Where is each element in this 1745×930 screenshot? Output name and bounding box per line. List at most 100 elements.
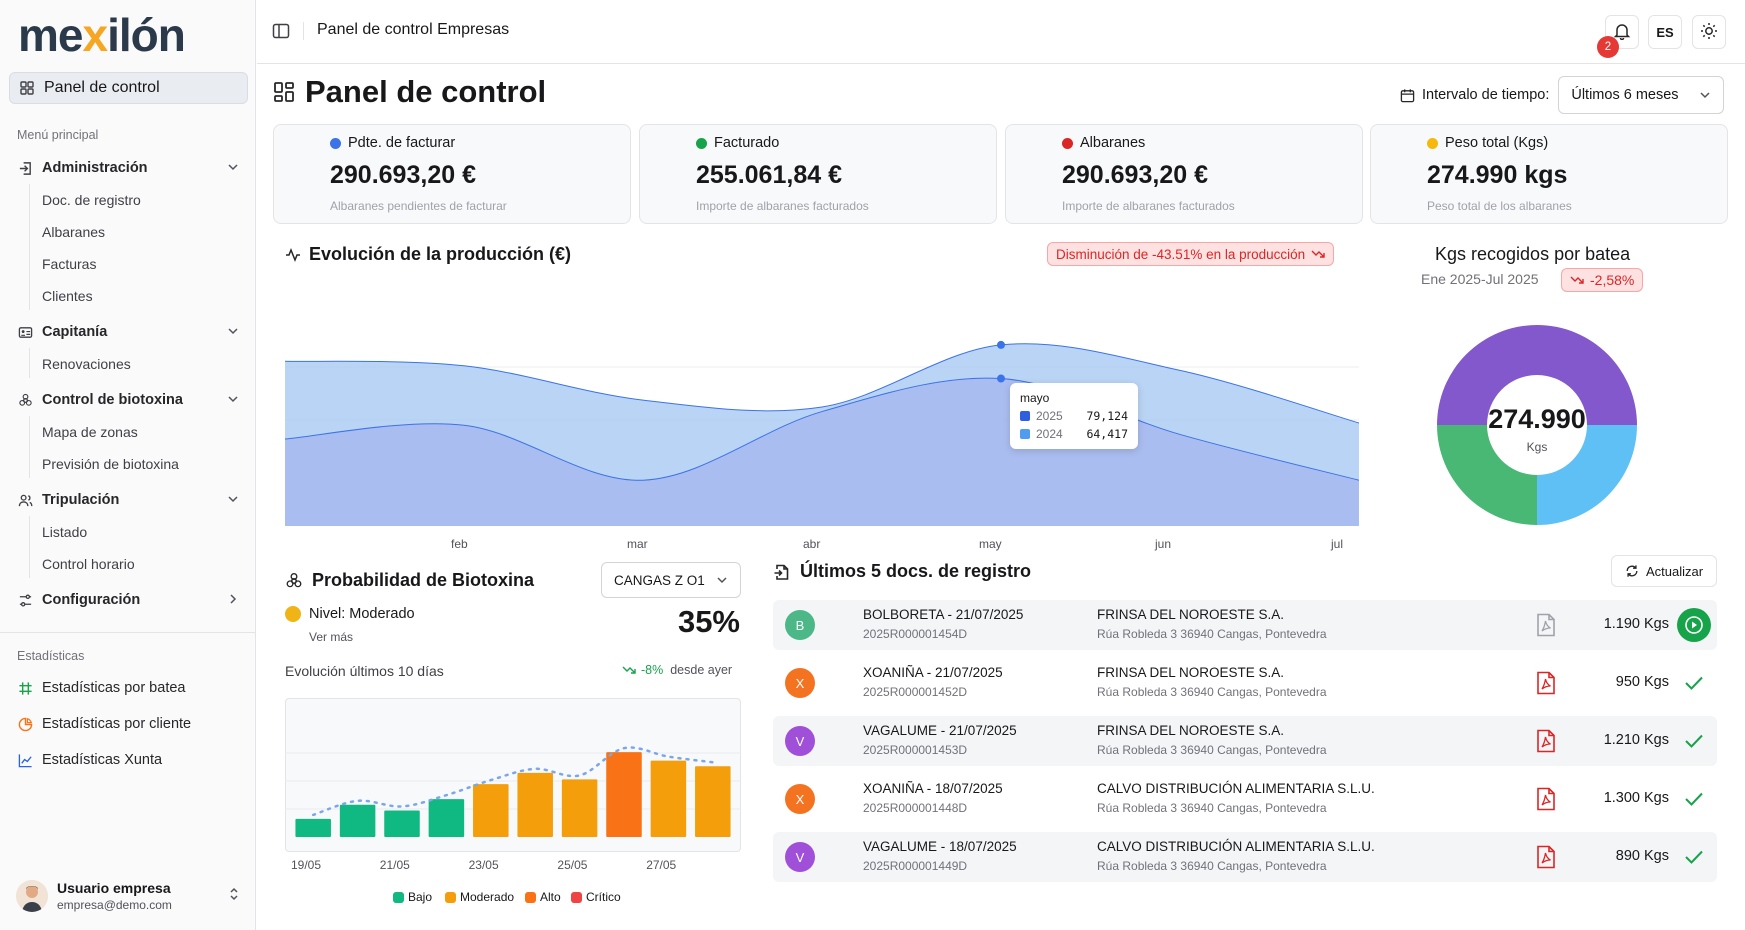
submenu-line (29, 516, 30, 578)
pdf-file-icon[interactable] (1535, 671, 1557, 700)
doc-initial: V (795, 733, 805, 749)
tooltip-year: 2024 (1036, 427, 1063, 441)
pdf-file-icon[interactable] (1535, 729, 1557, 758)
kpi-desc: Peso total de los albaranes (1427, 199, 1572, 213)
zone-select[interactable]: CANGAS Z O1 (601, 562, 741, 598)
doc-date: - 21/07/2025 (940, 723, 1017, 738)
user-menu[interactable]: Usuario empresa empresa@demo.com (16, 874, 244, 918)
doc-company: FRINSA DEL NOROESTE S.A. (1097, 665, 1285, 680)
settings-icon (17, 592, 33, 608)
calendar-icon (1400, 88, 1415, 103)
series-swatch (1020, 429, 1030, 439)
doc-row[interactable]: V VAGALUME - 21/07/2025 2025R000001453D FRI… (773, 716, 1717, 766)
sidebar-group-configuracion[interactable]: Configuración (17, 588, 239, 612)
x-tick-label: jul (1331, 537, 1344, 551)
status-dot (1427, 137, 1438, 149)
sidebar-item-panel-de-control[interactable]: Panel de control (9, 72, 248, 104)
check-icon (1677, 842, 1711, 872)
sidebar-item-stats-cliente[interactable]: Estadísticas por cliente (17, 712, 191, 736)
badge-text: Disminución de -43.51% en la producción (1056, 246, 1306, 262)
kpi-desc: Importe de albaranes facturados (696, 199, 869, 213)
doc-title: VAGALUME - 18/07/2025 (863, 839, 1017, 854)
sidebar-item-stats-xunta[interactable]: Estadísticas Xunta (17, 748, 162, 772)
docs-title: Últimos 5 docs. de registro (800, 561, 1032, 581)
production-section-title: Evolución de la producción (€) (285, 244, 571, 265)
refresh-button[interactable]: Actualizar (1611, 555, 1717, 587)
tooltip-row: 2025 79,124 (1020, 409, 1128, 423)
doc-code: 2025R000001452D (863, 685, 968, 699)
tooltip-row: 2024 64,417 (1020, 427, 1128, 441)
ver-mas-link[interactable]: Ver más (309, 630, 354, 644)
sidebar-item-albaranes[interactable]: Albaranes (42, 224, 106, 240)
sidebar-item-mapa-zonas[interactable]: Mapa de zonas (42, 424, 138, 440)
sidebar-group-administracion[interactable]: Administración (17, 156, 239, 180)
page-title-text: Panel de control (305, 74, 547, 109)
doc-row[interactable]: B BOLBORETA - 21/07/2025 2025R000001454D FR… (773, 600, 1717, 650)
x-tick-label: may (979, 537, 1002, 551)
user-email: empresa@demo.com (57, 898, 172, 912)
bar-20/05 (339, 804, 376, 837)
sidebar-item-listado[interactable]: Listado (42, 524, 88, 540)
x-tick-label: 21/05 (379, 858, 410, 872)
pdf-file-icon[interactable] (1535, 613, 1557, 642)
badge-text: -2,58% (1590, 272, 1635, 288)
sidebar-item-renovaciones[interactable]: Renovaciones (42, 356, 131, 372)
interval-control: Intervalo de tiempo: Últimos 6 meses (1400, 76, 1725, 114)
brand-logo[interactable]: mexilón (18, 9, 186, 61)
doc-initial: X (795, 675, 805, 691)
legend-label: Moderado (460, 890, 515, 904)
interval-value: Últimos 6 meses (1571, 87, 1679, 103)
bell-icon (1613, 22, 1631, 43)
donut-slice (1537, 325, 1637, 425)
kpi-label: Facturado (714, 135, 780, 151)
biotoxin-title: Probabilidad de Biotoxina (312, 570, 535, 590)
pdf-file-icon[interactable] (1535, 787, 1557, 816)
interval-select[interactable]: Últimos 6 meses (1558, 76, 1725, 114)
sidebar-item-doc-registro[interactable]: Doc. de registro (42, 192, 141, 208)
production-change-badge: Disminución de -43.51% en la producción (1047, 242, 1335, 266)
sidebar-item-stats-batea[interactable]: Estadísticas por batea (17, 676, 185, 700)
biotoxin-bar-chart (285, 746, 741, 837)
theme-toggle-button[interactable] (1692, 15, 1726, 49)
doc-date: - 18/07/2025 (940, 839, 1017, 854)
legend-label: Crítico (586, 890, 621, 904)
check-icon (1677, 726, 1711, 756)
batea-donut-chart (1437, 325, 1637, 525)
sidebar-item-facturas[interactable]: Facturas (42, 256, 97, 272)
doc-address: Rúa Robleda 3 36940 Cangas, Pontevedra (1097, 859, 1327, 873)
doc-batea: VAGALUME (863, 839, 938, 854)
submenu-line (29, 184, 30, 310)
pdf-file-icon[interactable] (1535, 845, 1557, 874)
trending-down-icon (1311, 248, 1325, 260)
doc-batea: VAGALUME (863, 723, 938, 738)
sidebar-item-prevision[interactable]: Previsión de biotoxina (42, 456, 179, 472)
stat-label: Estadísticas Xunta (42, 752, 163, 768)
x-tick-label: 25/05 (557, 858, 588, 872)
group-label: Control de biotoxina (42, 392, 183, 408)
doc-row[interactable]: V VAGALUME - 18/07/2025 2025R000001449D CAL… (773, 832, 1717, 882)
user-name: Usuario empresa (57, 880, 171, 896)
sidebar-group-capitania[interactable]: Capitanía (17, 320, 239, 344)
sidebar-toggle-icon[interactable] (272, 22, 290, 45)
sidebar-item-label: Panel de control (44, 79, 160, 96)
docs-section-title: Últimos 5 docs. de registro (773, 561, 1031, 582)
doc-row[interactable]: X XOANIÑA - 21/07/2025 2025R000001452D FRIN… (773, 658, 1717, 708)
x-tick-label: abr (803, 537, 821, 551)
notification-badge: 2 (1597, 36, 1619, 58)
doc-company: FRINSA DEL NOROESTE S.A. (1097, 723, 1285, 738)
id-card-icon (17, 324, 33, 340)
sidebar-item-control-horario[interactable]: Control horario (42, 556, 135, 572)
sidebar-group-tripulacion[interactable]: Tripulación (17, 488, 239, 512)
users-icon (17, 492, 33, 508)
chevron-right-icon (227, 593, 239, 608)
dashboard-icon (273, 81, 295, 103)
trending-down-icon (1570, 274, 1584, 286)
sidebar-item-clientes[interactable]: Clientes (42, 288, 93, 304)
doc-row[interactable]: X XOANIÑA - 18/07/2025 2025R000001448D CALV… (773, 774, 1717, 824)
sidebar-group-biotoxina[interactable]: Control de biotoxina (17, 388, 239, 412)
zone-value: CANGAS Z O1 (614, 572, 705, 588)
doc-weight: 1.300 Kgs (1603, 790, 1669, 806)
process-button[interactable] (1677, 608, 1711, 642)
language-button[interactable]: ES (1648, 15, 1682, 49)
legend-label: Alto (540, 890, 561, 904)
